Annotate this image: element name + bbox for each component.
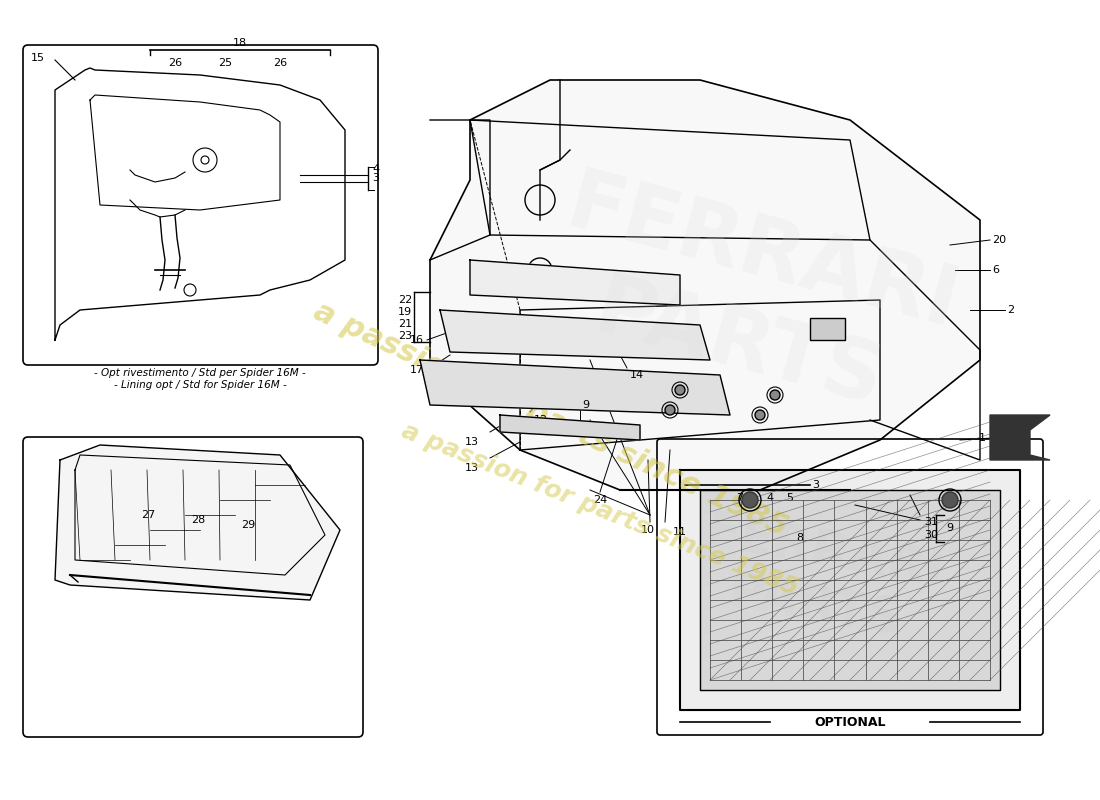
Text: 20: 20: [992, 235, 1007, 245]
Polygon shape: [430, 80, 980, 490]
Text: 17: 17: [410, 365, 424, 375]
Circle shape: [942, 492, 958, 508]
Text: 6: 6: [992, 265, 999, 275]
Text: 2: 2: [1006, 305, 1014, 315]
Text: OPTIONAL: OPTIONAL: [814, 715, 886, 729]
Circle shape: [770, 390, 780, 400]
Text: 18: 18: [233, 38, 248, 48]
Text: 12: 12: [534, 415, 548, 425]
Text: FERRARI
PARTS: FERRARI PARTS: [692, 508, 948, 652]
Text: 31: 31: [924, 517, 938, 527]
Text: 3: 3: [372, 173, 379, 183]
Polygon shape: [440, 310, 710, 360]
Text: 29: 29: [241, 520, 255, 530]
Bar: [810, 318, 845, 340]
Text: FERRARI
PARTS: FERRARI PARTS: [534, 163, 967, 437]
Text: 15: 15: [31, 53, 45, 63]
Text: 21: 21: [398, 319, 412, 329]
Text: 14: 14: [630, 370, 645, 380]
Circle shape: [675, 385, 685, 395]
Text: 9: 9: [582, 400, 590, 410]
Polygon shape: [420, 360, 730, 415]
Text: a passion for parts since 1985: a passion for parts since 1985: [308, 297, 792, 543]
Text: 16: 16: [410, 335, 424, 345]
Text: 26: 26: [273, 58, 287, 68]
Polygon shape: [470, 260, 680, 305]
Text: a passion for parts since 1985: a passion for parts since 1985: [398, 419, 802, 601]
Text: 3: 3: [812, 480, 820, 490]
Text: 4: 4: [372, 164, 379, 174]
Text: 1: 1: [979, 433, 986, 443]
Polygon shape: [680, 470, 1020, 710]
Text: 4: 4: [767, 493, 773, 503]
Text: 9: 9: [946, 523, 953, 533]
Text: 22: 22: [398, 295, 412, 305]
Text: 19: 19: [398, 307, 412, 317]
Polygon shape: [700, 490, 1000, 690]
Text: 24: 24: [593, 495, 607, 505]
Text: 25: 25: [218, 58, 232, 68]
Text: 26: 26: [168, 58, 183, 68]
Circle shape: [755, 410, 764, 420]
Text: 10: 10: [641, 525, 654, 535]
Text: 7: 7: [736, 493, 744, 503]
Polygon shape: [990, 415, 1050, 460]
Polygon shape: [500, 415, 640, 440]
Circle shape: [742, 492, 758, 508]
Text: 5: 5: [786, 493, 793, 503]
Circle shape: [666, 405, 675, 415]
Text: 8: 8: [796, 533, 804, 543]
Polygon shape: [55, 445, 340, 600]
Text: 13: 13: [465, 437, 478, 447]
Text: 13: 13: [465, 463, 478, 473]
Text: - Opt rivestimento / Std per Spider 16M -
- Lining opt / Std for Spider 16M -: - Opt rivestimento / Std per Spider 16M …: [95, 368, 306, 390]
Text: 27: 27: [141, 510, 155, 520]
Text: 11: 11: [673, 527, 688, 537]
Text: 23: 23: [398, 331, 412, 341]
Text: 28: 28: [191, 515, 205, 525]
Text: 30: 30: [924, 530, 938, 540]
